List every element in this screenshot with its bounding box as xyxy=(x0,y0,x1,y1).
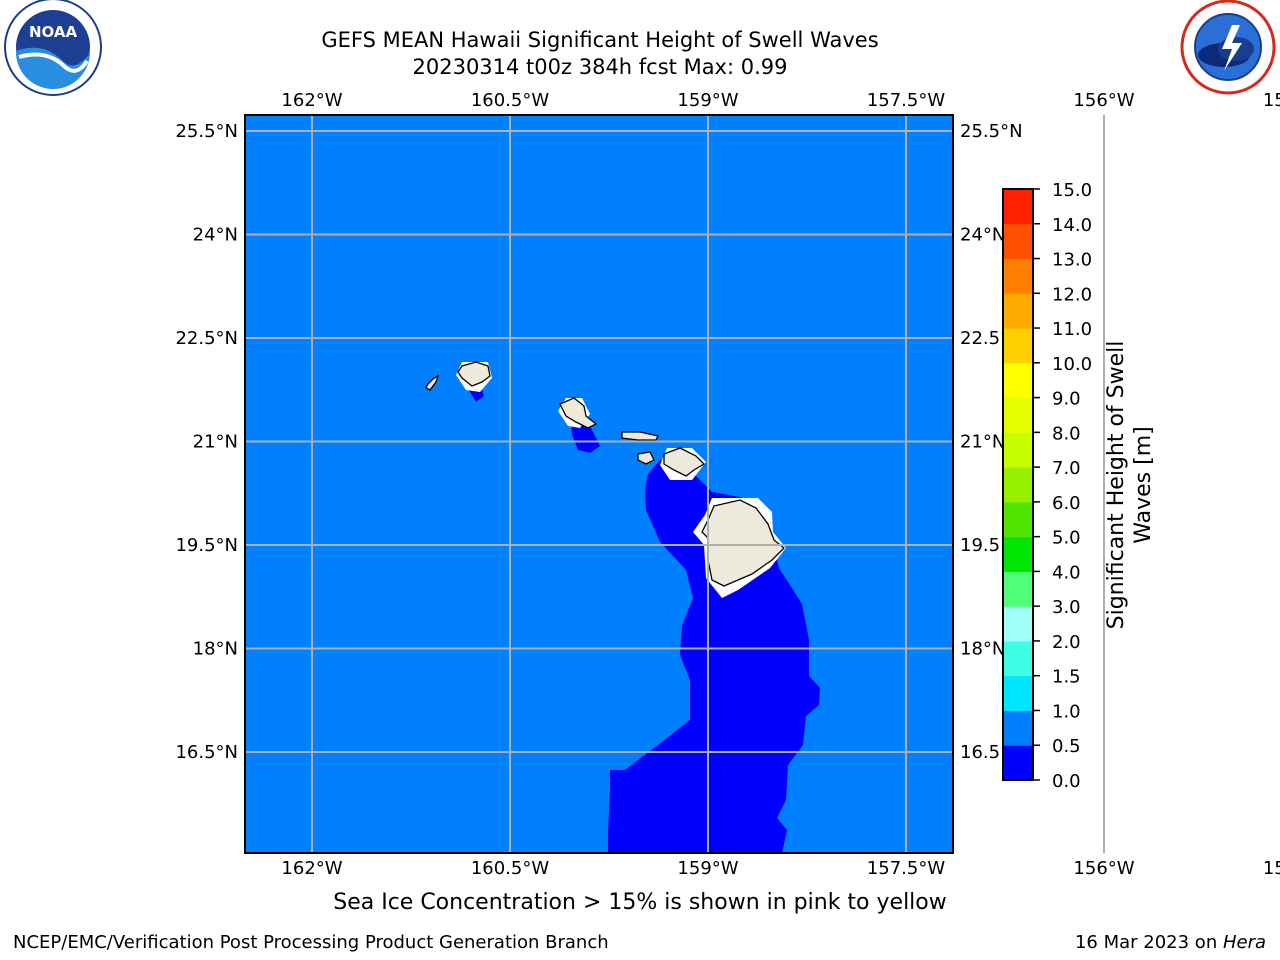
colorbar-bin xyxy=(1003,223,1033,260)
colorbar-label-line2: Waves [m] xyxy=(1131,426,1156,543)
colorbar-bin xyxy=(1003,536,1033,572)
colorbar-tick-label: 9.0 xyxy=(1052,389,1081,410)
colorbar-tick-label: 8.0 xyxy=(1052,423,1081,444)
lon-label-top: 160.5°W xyxy=(471,90,550,111)
lat-label-left: 16.5°N xyxy=(175,742,238,763)
lat-label-right: 21°N xyxy=(960,432,1005,453)
lon-label-top: 156°W xyxy=(1073,90,1134,111)
lat-label-right: 18°N xyxy=(960,639,1005,660)
colorbar-bin xyxy=(1003,710,1033,746)
colorbar-label: Significant Height of SwellWaves [m] xyxy=(1104,341,1156,630)
lon-label-top: 157.5°W xyxy=(867,90,946,111)
footer-date: 16 Mar 2023 on Hera xyxy=(1075,932,1266,953)
footer-host: Hera xyxy=(1222,932,1266,953)
lon-label-top: 154.5°W xyxy=(1263,90,1280,111)
nws-logo xyxy=(1180,0,1276,95)
lon-label-top: 159°W xyxy=(677,90,738,111)
colorbar-tick-label: 13.0 xyxy=(1052,250,1092,271)
island-niihau xyxy=(425,374,440,391)
chart-subtitle: 20230314 t00z 384h fcst Max: 0.99 xyxy=(412,55,788,79)
noaa-logo-text: NOAA xyxy=(29,23,78,41)
lat-label-left: 25.5°N xyxy=(175,121,238,142)
colorbar-tick-label: 11.0 xyxy=(1052,319,1092,340)
colorbar-tick-label: 15.0 xyxy=(1052,180,1092,201)
sea-ice-caption: Sea Ice Concentration > 15% is shown in … xyxy=(333,890,947,915)
colorbar-label-line1: Significant Height of Swell xyxy=(1104,341,1129,630)
island-kauai xyxy=(457,361,491,387)
chart-title: GEFS MEAN Hawaii Significant Height of S… xyxy=(321,28,879,52)
colorbar-tick-label: 12.0 xyxy=(1052,284,1092,305)
island-lanai xyxy=(637,451,655,465)
colorbar-tick-label: 10.0 xyxy=(1052,354,1092,375)
lat-label-right: 24°N xyxy=(960,225,1005,246)
footer-organization: NCEP/EMC/Verification Post Processing Pr… xyxy=(13,932,609,953)
lon-label-bottom: 154.5°W xyxy=(1263,858,1280,879)
lon-label-bottom: 157.5°W xyxy=(867,858,946,879)
lat-label-left: 22.5°N xyxy=(175,328,238,349)
colorbar-bin xyxy=(1003,432,1033,468)
footer-date-text: 16 Mar 2023 on xyxy=(1074,932,1223,953)
island-oahu xyxy=(559,397,598,429)
colorbar-tick-label: 0.0 xyxy=(1052,771,1081,792)
colorbar-bin xyxy=(1003,328,1033,364)
colorbar-tick-label: 0.5 xyxy=(1052,736,1081,757)
lon-label-top: 162°W xyxy=(281,90,342,111)
lat-label-left: 19.5°N xyxy=(175,535,238,556)
island-molokai xyxy=(621,431,659,441)
colorbar-bin xyxy=(1003,675,1033,711)
colorbar-bin xyxy=(1003,467,1033,503)
lon-label-bottom: 156°W xyxy=(1073,858,1134,879)
colorbar-bin xyxy=(1003,640,1033,677)
colorbar-bin xyxy=(1003,189,1033,225)
colorbar-tick-label: 6.0 xyxy=(1052,493,1081,514)
island-hawaii xyxy=(701,499,785,587)
map-frame xyxy=(244,114,954,854)
colorbar-tick-label: 7.0 xyxy=(1052,458,1081,479)
colorbar-tick-label: 3.0 xyxy=(1052,597,1081,618)
colorbar-bin xyxy=(1003,745,1033,781)
lat-label-left: 21°N xyxy=(193,432,238,453)
island-maui xyxy=(663,447,706,477)
colorbar-bin xyxy=(1003,397,1033,433)
colorbar-bin xyxy=(1003,362,1033,399)
colorbar-bin xyxy=(1003,571,1033,607)
lon-label-bottom: 160.5°W xyxy=(471,858,550,879)
colorbar-tick-label: 4.0 xyxy=(1052,562,1081,583)
colorbar-bin xyxy=(1003,606,1033,642)
noaa-logo: NOAA xyxy=(4,0,102,96)
colorbar-tick-label: 1.0 xyxy=(1052,701,1081,722)
colorbar-bin xyxy=(1003,501,1033,538)
lon-label-bottom: 159°W xyxy=(677,858,738,879)
lat-label-left: 24°N xyxy=(193,225,238,246)
lon-label-bottom: 162°W xyxy=(281,858,342,879)
colorbar-tick-label: 14.0 xyxy=(1052,215,1092,236)
colorbar-bin xyxy=(1003,258,1033,294)
colorbar-tick-label: 5.0 xyxy=(1052,528,1081,549)
colorbar: 15.0 14.0 13.0 12.0 11.0 10.0 9.0 8.0 7.0 6.0 5.0 4… xyxy=(1002,180,1156,792)
lat-label-right: 25.5°N xyxy=(960,121,1023,142)
colorbar-tick-label: 1.5 xyxy=(1052,667,1081,688)
colorbar-tick-label: 2.0 xyxy=(1052,632,1081,653)
colorbar-frame xyxy=(1002,188,1034,781)
ocean-background xyxy=(245,115,953,853)
colorbar-bin xyxy=(1003,293,1033,329)
lat-label-left: 18°N xyxy=(193,639,238,660)
